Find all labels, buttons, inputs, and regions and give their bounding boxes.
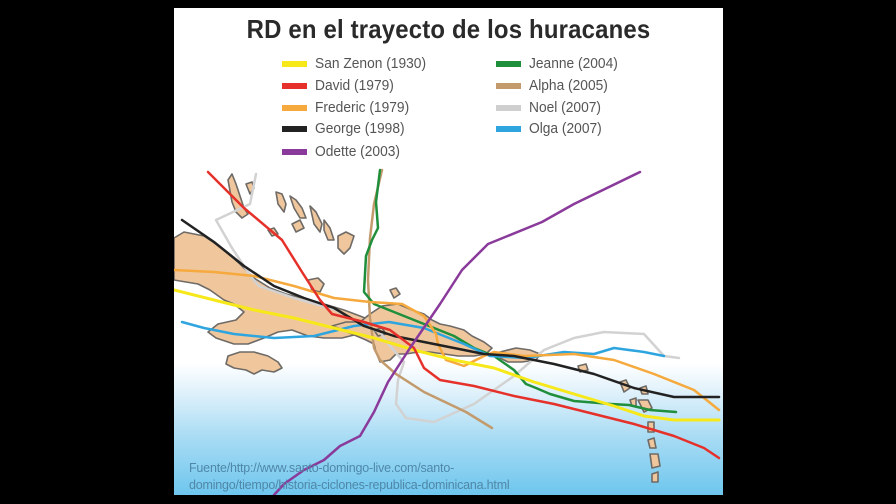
island-grenada (651, 471, 659, 483)
track-olga (180, 320, 666, 360)
legend-swatch (282, 149, 307, 155)
legend-label: Alpha (2005) (529, 78, 608, 94)
legend-swatch (282, 105, 307, 111)
island-longisland (323, 219, 335, 241)
track-noel (214, 172, 681, 424)
legend-label: George (1998) (315, 121, 405, 137)
legend-label: San Zenon (1930) (315, 56, 427, 72)
legend-item-odette: Odette (2003) (282, 142, 404, 162)
infographic-panel: RD en el trayecto de los huracanes San Z… (174, 8, 723, 495)
legend-label: David (1979) (315, 78, 394, 94)
legend-item-noel: Noel (2007) (496, 98, 605, 118)
legend-label: Noel (2007) (529, 100, 601, 116)
legend-item-george: George (1998) (282, 119, 409, 139)
island-turks (389, 287, 401, 299)
track-odette (272, 170, 642, 495)
island-cuba (174, 231, 371, 345)
island-stvincent (649, 453, 661, 469)
source-line-1: Fuente/http://www.santo-domingo-live.com… (189, 461, 455, 475)
legend-swatch (282, 61, 307, 67)
legend-swatch (496, 83, 521, 89)
source-credit: Fuente/http://www.santo-domingo-live.com… (189, 460, 529, 494)
legend-item-jeanne: Jeanne (2004) (496, 54, 623, 74)
island-jamaica (225, 351, 283, 375)
island-acklins (337, 231, 355, 255)
track-frederic (174, 268, 721, 412)
island-eleuthera (275, 191, 287, 213)
island-exuma (289, 195, 307, 219)
track-alpha (366, 168, 494, 430)
track-david (206, 170, 721, 460)
legend-item-alpha: Alpha (2005) (496, 76, 612, 96)
hurricane-tracks (174, 168, 721, 495)
legend-item-frederic: Frederic (1979) (282, 98, 414, 118)
source-line-2: domingo/tiempo/historia-ciclones-republi… (189, 478, 510, 492)
page-title: RD en el trayecto de los huracanes (246, 14, 651, 44)
legend-label: Odette (2003) (315, 144, 401, 160)
legend-swatch (496, 105, 521, 111)
island-cat (309, 205, 323, 233)
legend-label: Jeanne (2004) (529, 56, 618, 72)
island-inagua (291, 219, 305, 233)
legend-swatch (282, 83, 307, 89)
legend-label: Olga (2007) (529, 121, 602, 137)
legend-item-olga: Olga (2007) (496, 119, 606, 139)
legend-item-san-zenon: San Zenon (1930) (282, 54, 432, 74)
legend-item-david: David (1979) (282, 76, 398, 96)
island-stlucia (647, 437, 657, 449)
legend-label: Frederic (1979) (315, 100, 410, 116)
legend-swatch (496, 126, 521, 132)
legend-swatch (282, 126, 307, 132)
legend-swatch (496, 61, 521, 67)
hurricane-track-map (174, 168, 721, 495)
track-san (174, 288, 721, 422)
track-george (180, 218, 721, 399)
